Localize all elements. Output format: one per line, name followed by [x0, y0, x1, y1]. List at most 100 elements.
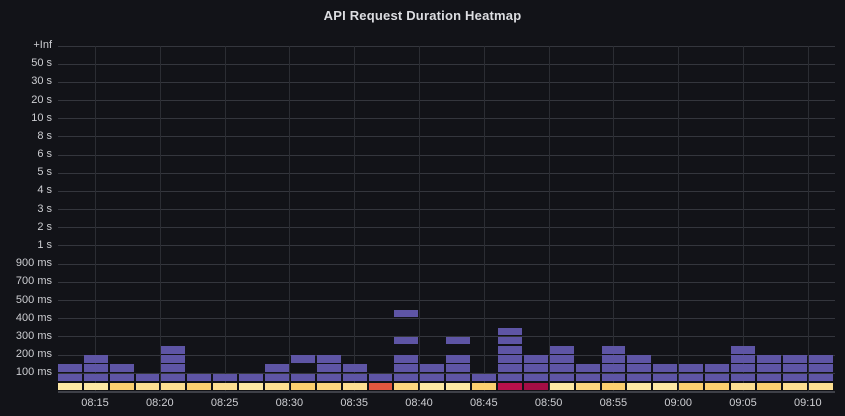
- heatmap-cell: [265, 373, 289, 381]
- heatmap-cell: [808, 373, 833, 381]
- h-gridline: [57, 100, 835, 102]
- heatmap-cell: [627, 382, 652, 390]
- heatmap-cell: [109, 382, 134, 390]
- heatmap-cell: [420, 364, 445, 372]
- heatmap-cell: [498, 337, 522, 345]
- h-gridline: [57, 45, 835, 47]
- heatmap-cell: [498, 346, 522, 354]
- heatmap-cell: [83, 382, 108, 390]
- heatmap-cell: [57, 364, 82, 372]
- heatmap-cell: [316, 382, 341, 390]
- heatmap-cell: [83, 364, 108, 372]
- heatmap-cell: [549, 346, 574, 354]
- heatmap-cell: [601, 364, 626, 372]
- heatmap-cell: [135, 373, 160, 381]
- heatmap-cell: [446, 355, 471, 363]
- y-axis-label: 100 ms: [15, 366, 52, 379]
- heatmap-cell: [756, 364, 781, 372]
- heatmap-cell: [601, 346, 626, 354]
- heatmap-cell: [472, 373, 497, 381]
- heatmap-cell: [782, 373, 807, 381]
- panel-title[interactable]: API Request Duration Heatmap: [323, 8, 522, 23]
- heatmap-cell: [342, 364, 367, 372]
- heatmap-cell: [187, 382, 212, 390]
- heatmap-cell: [83, 373, 108, 381]
- heatmap-cell: [135, 382, 160, 390]
- heatmap-cell: [446, 373, 471, 381]
- x-axis-label: 08:50: [534, 396, 563, 409]
- v-gridline: [483, 45, 485, 391]
- heatmap-cell: [601, 355, 626, 363]
- v-gridline: [807, 45, 809, 391]
- heatmap-cell: [368, 382, 393, 390]
- heatmap-cell: [265, 382, 289, 390]
- heatmap-cell: [446, 382, 471, 390]
- y-axis-label: 3 s: [37, 202, 52, 215]
- heatmap-cell: [265, 364, 289, 372]
- v-gridline: [95, 45, 96, 391]
- heatmap-cell: [627, 355, 652, 363]
- v-gridline: [678, 45, 680, 391]
- heatmap-cell: [523, 373, 548, 381]
- heatmap-cell: [394, 373, 419, 381]
- heatmap-cell: [498, 364, 522, 372]
- y-axis-label: 400 ms: [15, 311, 52, 324]
- heatmap-cell: [731, 382, 755, 390]
- heatmap-cell: [213, 382, 238, 390]
- h-gridline: [57, 245, 835, 247]
- heatmap-cell: [601, 373, 626, 381]
- heatmap-cell: [161, 364, 186, 372]
- heatmap-cell: [239, 373, 264, 381]
- heatmap-cell: [523, 382, 548, 390]
- heatmap-cell: [109, 373, 134, 381]
- y-axis-label: 30 s: [31, 75, 52, 88]
- heatmap-cell: [290, 382, 315, 390]
- heatmap-cell: [498, 328, 522, 336]
- y-axis-label: 5 s: [37, 166, 52, 179]
- heatmap-cell: [549, 364, 574, 372]
- heatmap-cell: [394, 355, 419, 363]
- heatmap-cell: [808, 364, 833, 372]
- heatmap-cell: [782, 382, 807, 390]
- heatmap-cell: [109, 364, 134, 372]
- v-gridline: [419, 45, 420, 391]
- y-axis-label: 10 s: [31, 111, 52, 124]
- heatmap-cell: [472, 382, 497, 390]
- h-gridline: [57, 209, 835, 211]
- heatmap-cell: [679, 364, 704, 372]
- heatmap-cell: [731, 373, 755, 381]
- y-axis-label: 300 ms: [15, 329, 52, 342]
- x-axis-label: 08:25: [210, 396, 239, 409]
- heatmap-cell: [161, 355, 186, 363]
- h-gridline: [57, 190, 835, 192]
- heatmap-cell: [57, 373, 82, 381]
- h-gridline: [57, 372, 835, 374]
- y-axis-label: 200 ms: [15, 348, 52, 361]
- y-axis-label: 900 ms: [15, 257, 52, 270]
- heatmap-cell: [446, 364, 471, 372]
- heatmap-cell: [756, 373, 781, 381]
- x-axis-label: 08:40: [405, 396, 433, 409]
- heatmap-cell: [627, 373, 652, 381]
- y-axis-label: 700 ms: [15, 275, 52, 288]
- heatmap-cell: [498, 382, 522, 390]
- heatmap-cell: [575, 364, 600, 372]
- heatmap-cell: [575, 382, 600, 390]
- x-axis-label: 08:30: [275, 396, 304, 409]
- x-axis-label: 09:05: [729, 396, 757, 409]
- heatmap-cell: [808, 355, 833, 363]
- y-axis-label: 4 s: [37, 184, 52, 197]
- heatmap-cell: [808, 382, 833, 390]
- heatmap-cell: [290, 373, 315, 381]
- x-axis-label: 09:10: [794, 396, 822, 409]
- heatmap-cell: [213, 373, 238, 381]
- heatmap-cell: [342, 382, 367, 390]
- heatmap-cell: [83, 355, 108, 363]
- heatmap-cell: [601, 382, 626, 390]
- h-gridline: [57, 154, 835, 156]
- heatmap-cell: [523, 364, 548, 372]
- heatmap-cell: [368, 373, 393, 381]
- y-axis-label: 1 s: [37, 238, 52, 251]
- heatmap-cell: [575, 373, 600, 381]
- y-axis-label: 2 s: [37, 220, 52, 233]
